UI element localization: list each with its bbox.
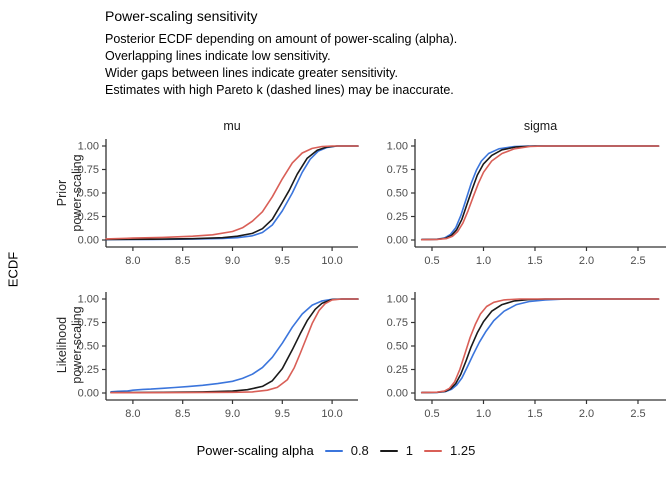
ecdf-line-alpha-0.8 [420, 145, 660, 241]
ecdf-line-alpha-0.8 [420, 298, 660, 394]
x-tick-label: 10.0 [321, 408, 342, 420]
y-tick-label: 0.25 [78, 211, 99, 223]
x-tick-label: 2.0 [579, 255, 594, 267]
y-tick-label: 1.00 [387, 294, 408, 306]
y-tick-label: 0.25 [387, 364, 408, 376]
legend-label: 1 [405, 443, 414, 458]
x-tick-label: 1.5 [527, 255, 542, 267]
x-tick-label: 0.5 [424, 408, 439, 420]
y-tick-label: 0.00 [387, 388, 408, 400]
x-tick-label: 9.0 [225, 255, 240, 267]
legend-entries: 0.8 1 1.25 [324, 443, 475, 458]
subtitle-line-3: Wider gaps between lines indicate greate… [105, 66, 398, 80]
y-tick-label: 0.75 [78, 317, 99, 329]
x-tick-label: 9.5 [275, 255, 290, 267]
plot-title: Power-scaling sensitivity [105, 8, 258, 24]
panel-mu-prior: 0.00 0.25 0.50 0.75 1.00 8.0 8.5 9.0 9.5 10.0 [78, 139, 359, 267]
ecdf-line-alpha-1 [420, 145, 660, 241]
legend-line-swatch [424, 449, 443, 452]
x-tick-label: 1.0 [476, 408, 491, 420]
ecdf-line-alpha-1.25 [105, 145, 359, 240]
y-tick-label: 1.00 [387, 141, 408, 153]
legend: Power-scaling alpha 0.8 1 1.25 [0, 443, 672, 458]
x-tick-label: 8.5 [175, 255, 190, 267]
y-tick-label: 0.50 [78, 188, 99, 200]
subtitle-line-4: Estimates with high Pareto k (dashed lin… [105, 83, 454, 97]
legend-line-swatch [324, 449, 343, 452]
ecdf-line-alpha-1 [420, 298, 660, 394]
panel-sigma-likelihood: 0.00 0.25 0.50 0.75 1.00 0.5 1.0 1.5 2.0 2.5 [387, 292, 666, 420]
y-tick-label: 0.75 [387, 317, 408, 329]
legend-line-swatch [379, 449, 398, 452]
y-tick-label: 0.50 [78, 341, 99, 353]
x-tick-label: 2.5 [630, 408, 645, 420]
subtitle-line-2: Overlapping lines indicate low sensitivi… [105, 49, 331, 63]
y-tick-label: 0.75 [78, 164, 99, 176]
legend-label: 0.8 [350, 443, 369, 458]
panel-sigma-prior: 0.00 0.25 0.50 0.75 1.00 0.5 1.0 1.5 2.0 2.5 [387, 139, 666, 267]
x-tick-label: 8.5 [175, 408, 190, 420]
legend-title: Power-scaling alpha [196, 443, 314, 458]
facet-strip-sigma: sigma [523, 119, 558, 133]
facet-strip-mu: mu [223, 119, 241, 133]
ecdf-line-alpha-1 [105, 145, 359, 241]
ecdf-line-alpha-0.8 [105, 145, 359, 241]
ecdf-line-alpha-1.25 [420, 145, 660, 241]
y-tick-label: 0.75 [387, 164, 408, 176]
x-tick-label: 2.0 [579, 408, 594, 420]
y-tick-label: 0.00 [78, 388, 99, 400]
y-tick-label: 0.00 [78, 235, 99, 247]
plot-subtitle: Posterior ECDF depending on amount of po… [105, 31, 457, 99]
x-tick-label: 9.0 [225, 408, 240, 420]
x-tick-label: 9.5 [275, 408, 290, 420]
legend-entry-0.8: 0.8 [324, 443, 369, 458]
y-tick-label: 1.00 [78, 141, 99, 153]
x-tick-label: 2.5 [630, 255, 645, 267]
y-tick-label: 0.50 [387, 188, 408, 200]
y-tick-label: 0.00 [387, 235, 408, 247]
ecdf-line-alpha-1.25 [110, 298, 359, 394]
ecdf-line-alpha-1.25 [420, 298, 660, 394]
x-tick-label: 8.0 [125, 255, 140, 267]
x-tick-label: 1.0 [476, 255, 491, 267]
subtitle-line-1: Posterior ECDF depending on amount of po… [105, 32, 458, 46]
x-tick-label: 8.0 [125, 408, 140, 420]
x-tick-label: 10.0 [321, 255, 342, 267]
x-tick-label: 1.5 [527, 408, 542, 420]
legend-label: 1.25 [450, 443, 476, 458]
y-tick-label: 1.00 [78, 294, 99, 306]
ecdf-line-alpha-1 [110, 298, 359, 394]
y-tick-label: 0.25 [387, 211, 408, 223]
legend-entry-1: 1 [379, 443, 414, 458]
x-tick-label: 0.5 [424, 255, 439, 267]
y-tick-label: 0.50 [387, 341, 408, 353]
ecdf-line-alpha-0.8 [110, 298, 359, 393]
panel-mu-likelihood: 0.00 0.25 0.50 0.75 1.00 8.0 8.5 9.0 9.5 10.0 [78, 292, 359, 420]
legend-entry-1.25: 1.25 [424, 443, 475, 458]
y-axis-title: ECDF [5, 251, 21, 288]
y-tick-label: 0.25 [78, 364, 99, 376]
